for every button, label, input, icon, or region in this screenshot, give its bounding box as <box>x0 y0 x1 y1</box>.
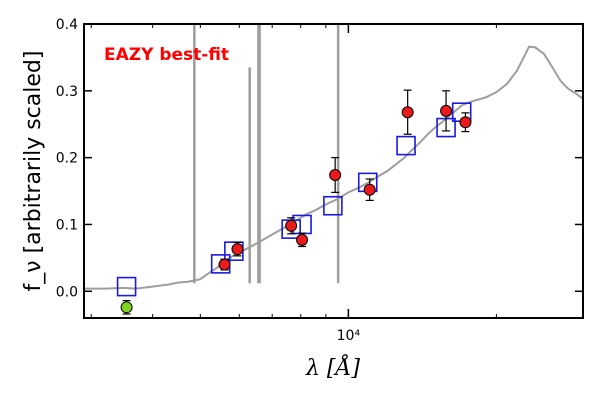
annotation-eazy-best-fit: EAZY best-fit <box>104 45 229 65</box>
green-point <box>120 301 133 314</box>
observed-photometry-points <box>120 89 472 315</box>
observed-point <box>401 106 414 119</box>
model-box <box>116 276 137 297</box>
y-tick-label: 0.3 <box>56 84 78 100</box>
x-axis-title: λ [Å] <box>305 353 360 381</box>
observed-point <box>296 233 309 246</box>
model-box <box>323 195 343 216</box>
observed-point <box>459 116 472 129</box>
y-axis-title: f_ν [arbitrarily scaled] <box>21 51 46 292</box>
y-tick-label: 0.1 <box>56 217 78 233</box>
axis-ticks: 0.0 0.1 0.2 0.3 0.4 10⁴ <box>56 17 584 344</box>
x-tick-label: 10⁴ <box>337 328 361 344</box>
y-tick-label: 0.0 <box>56 284 78 300</box>
observed-point <box>231 243 244 256</box>
observed-point <box>285 219 298 232</box>
y-tick-label: 0.2 <box>56 151 78 167</box>
template-spectrum <box>84 24 583 290</box>
model-box <box>396 135 416 156</box>
plot-frame <box>83 23 584 319</box>
observed-point <box>363 183 376 196</box>
observed-point <box>218 258 231 271</box>
template-curve <box>84 45 583 290</box>
observed-point <box>440 104 453 117</box>
model-photometry-boxes <box>116 102 472 297</box>
y-tick-label: 0.4 <box>56 17 78 33</box>
observed-point <box>329 169 342 182</box>
